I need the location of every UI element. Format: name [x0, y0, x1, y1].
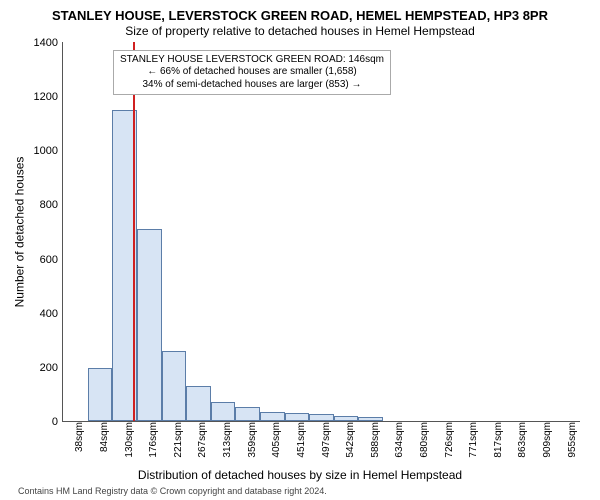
x-tick-label: 359sqm — [247, 422, 258, 458]
y-tick-label: 1200 — [28, 91, 58, 103]
x-tick-label: 176sqm — [148, 422, 159, 458]
x-tick-label: 542sqm — [345, 422, 356, 458]
x-tick-label: 451sqm — [296, 422, 307, 458]
histogram-bar — [235, 407, 260, 421]
x-tick-label: 955sqm — [567, 422, 578, 458]
y-tick-label: 600 — [28, 254, 58, 266]
annotation-line-2: ← 66% of detached houses are smaller (1,… — [120, 66, 384, 79]
x-tick-label: 405sqm — [271, 422, 282, 458]
x-tick-label: 863sqm — [517, 422, 528, 458]
y-tick-label: 400 — [28, 308, 58, 320]
y-tick-label: 800 — [28, 199, 58, 211]
annotation-line-3: 34% of semi-detached houses are larger (… — [120, 79, 384, 92]
histogram-bar — [358, 417, 383, 421]
x-tick-label: 221sqm — [173, 422, 184, 458]
x-tick-label: 680sqm — [419, 422, 430, 458]
x-tick-label: 130sqm — [124, 422, 135, 458]
annotation-box: STANLEY HOUSE LEVERSTOCK GREEN ROAD: 146… — [113, 50, 391, 96]
x-tick-label: 771sqm — [468, 422, 479, 458]
marker-line — [133, 42, 135, 421]
y-axis-label-container: Number of detached houses — [10, 42, 28, 422]
x-tick-label: 313sqm — [222, 422, 233, 458]
histogram-bar — [88, 368, 113, 421]
x-tick-label: 634sqm — [394, 422, 405, 458]
histogram-bar — [211, 402, 236, 421]
x-axis-ticks: 38sqm 84sqm 130sqm 176sqm 221sqm 267sqm 313sqm… — [62, 422, 580, 472]
x-tick-label: 38sqm — [74, 422, 85, 452]
annotation-line-1: STANLEY HOUSE LEVERSTOCK GREEN ROAD: 146… — [120, 54, 384, 67]
chart-subtitle: Size of property relative to detached ho… — [10, 24, 590, 38]
histogram-bar — [162, 351, 187, 421]
y-axis-ticks: 0200400600800100012001400 — [28, 42, 62, 422]
histogram-bar — [334, 416, 359, 421]
x-tick-label: 84sqm — [99, 422, 110, 452]
y-tick-label: 200 — [28, 362, 58, 374]
y-axis-label: Number of detached houses — [12, 157, 26, 308]
histogram-bar — [137, 229, 162, 421]
histogram-bar — [309, 414, 334, 421]
histogram-bar — [285, 413, 310, 421]
x-tick-label: 267sqm — [197, 422, 208, 458]
histogram-bar — [186, 386, 211, 421]
x-tick-label: 588sqm — [370, 422, 381, 458]
chart-title: STANLEY HOUSE, LEVERSTOCK GREEN ROAD, HE… — [10, 8, 590, 24]
x-tick-label: 817sqm — [493, 422, 504, 458]
x-tick-label: 497sqm — [321, 422, 332, 458]
footer-line-1: Contains HM Land Registry data © Crown c… — [18, 486, 590, 497]
y-tick-label: 0 — [28, 416, 58, 428]
x-tick-label: 909sqm — [542, 422, 553, 458]
histogram-bar — [260, 412, 285, 421]
plot-area: STANLEY HOUSE LEVERSTOCK GREEN ROAD: 146… — [62, 42, 580, 422]
x-tick-label: 726sqm — [444, 422, 455, 458]
y-tick-label: 1000 — [28, 145, 58, 157]
y-tick-label: 1400 — [28, 37, 58, 49]
